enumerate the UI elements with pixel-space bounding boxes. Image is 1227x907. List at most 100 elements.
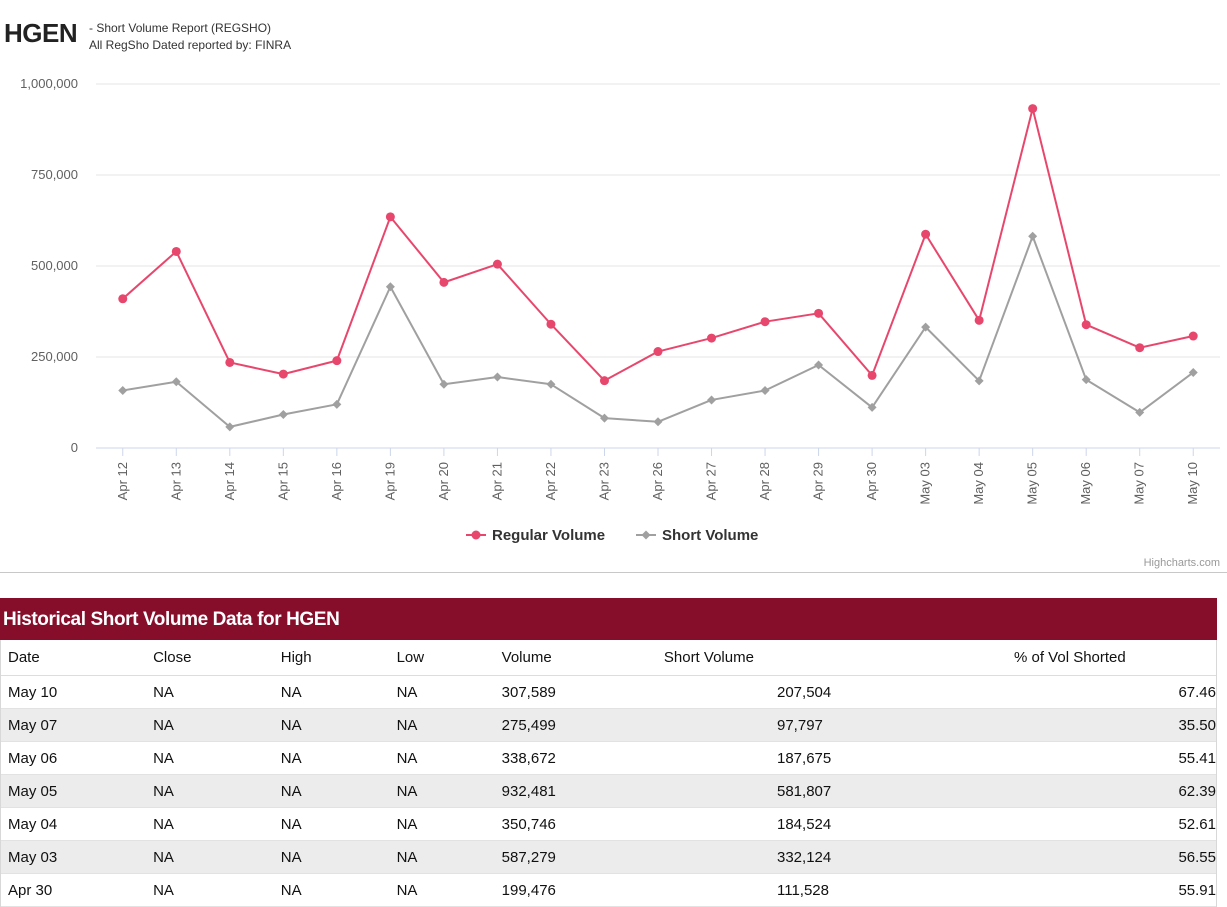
legend-item-short-volume[interactable]: Short Volume <box>636 527 758 544</box>
x-axis-labels: Apr 12 Apr 13 Apr 14 Apr 15 Apr 16 Apr 19 Apr … <box>115 448 1200 505</box>
legend-short-label: Short Volume <box>662 527 758 544</box>
x-tick-label: Apr 29 <box>811 462 826 500</box>
x-tick-label: Apr 20 <box>436 462 451 500</box>
x-tick-label: Apr 28 <box>757 462 772 500</box>
short-volume-point <box>1028 231 1038 241</box>
short-volume-point <box>118 385 128 395</box>
cell-low: NA <box>396 675 499 709</box>
short-volume-point <box>1081 375 1091 385</box>
series-line-regular-volume <box>122 107 1194 382</box>
table-row: May 03 NA NA NA 587,279 332,124 56.55 <box>1 840 1216 874</box>
y-tick-label: 750,000 <box>31 167 78 182</box>
table-row: May 06 NA NA NA 338,672 187,675 55.41 <box>1 741 1216 775</box>
regular-volume-point <box>225 357 235 367</box>
short-volume-point <box>546 379 556 389</box>
regular-volume-point <box>1135 343 1145 353</box>
y-tick-label: 0 <box>71 440 78 455</box>
cell-short-volume: 111,528 <box>663 873 916 907</box>
regular-volume-point <box>1188 331 1198 341</box>
table-row: May 10 NA NA NA 307,589 207,504 67.46 <box>1 675 1216 709</box>
grid-lines <box>96 83 1220 449</box>
x-tick-label: Apr 21 <box>489 462 504 500</box>
header-date[interactable]: Date <box>1 640 154 676</box>
short-volume-point <box>760 385 770 395</box>
cell-pct-shorted: 56.55 <box>916 840 1216 874</box>
cell-low: NA <box>396 807 499 841</box>
cell-low: NA <box>396 774 499 808</box>
ticker-symbol: HGEN <box>4 18 78 48</box>
cell-date: May 06 <box>1 741 154 775</box>
cell-short-volume-value: 187,675 <box>777 749 832 767</box>
header-close[interactable]: Close <box>153 640 281 676</box>
regular-volume-point <box>707 333 717 343</box>
header-low[interactable]: Low <box>396 640 499 676</box>
short-volume-point <box>599 413 609 423</box>
cell-date: May 05 <box>1 774 154 808</box>
short-volume-point <box>974 376 984 386</box>
header-high[interactable]: High <box>280 640 397 676</box>
cell-date: May 07 <box>1 708 154 742</box>
x-tick-label: Apr 15 <box>275 462 290 500</box>
cell-short-volume-value: 184,524 <box>777 815 832 833</box>
cell-high: NA <box>280 675 397 709</box>
cell-date: May 10 <box>1 675 154 709</box>
y-tick-label: 1,000,000 <box>20 76 78 91</box>
header-volume[interactable]: Volume <box>498 640 664 676</box>
cell-short-volume: 581,807 <box>663 774 916 808</box>
regular-volume-point <box>921 229 931 239</box>
table-row: Apr 30 NA NA NA 199,476 111,528 55.91 <box>1 873 1216 907</box>
table-header-row: Date Close High Low Volume Short Volume … <box>1 640 1216 676</box>
highcharts-credit[interactable]: Highcharts.com <box>1144 557 1220 569</box>
cell-pct-value: 35.50 <box>1178 716 1216 734</box>
short-volume-point <box>171 377 181 387</box>
regular-volume-point <box>332 356 342 366</box>
regular-volume-point <box>546 319 556 329</box>
cell-short-volume: 207,504 <box>663 675 916 709</box>
y-tick-label: 500,000 <box>31 258 78 273</box>
cell-short-volume: 187,675 <box>663 741 916 775</box>
cell-volume: 307,589 <box>498 675 664 709</box>
cell-close: NA <box>153 741 281 775</box>
short-volume-point <box>439 379 449 389</box>
x-tick-label: May 06 <box>1078 462 1093 505</box>
cell-date: Apr 30 <box>1 873 154 907</box>
cell-short-volume: 97,797 <box>663 708 916 742</box>
cell-close: NA <box>153 873 281 907</box>
cell-short-volume: 184,524 <box>663 807 916 841</box>
short-volume-point <box>814 360 824 370</box>
short-volume-point <box>225 422 235 432</box>
cell-pct-shorted: 52.61 <box>916 807 1216 841</box>
cell-pct-shorted: 55.91 <box>916 873 1216 907</box>
header-pct-shorted[interactable]: % of Vol Shorted <box>916 640 1216 676</box>
cell-high: NA <box>280 807 397 841</box>
x-tick-label: May 03 <box>918 462 933 505</box>
x-tick-label: Apr 14 <box>222 462 237 500</box>
cell-pct-shorted: 55.41 <box>916 741 1216 775</box>
regular-volume-point <box>385 212 395 222</box>
cell-close: NA <box>153 675 281 709</box>
x-tick-label: May 04 <box>971 462 986 505</box>
cell-low: NA <box>396 873 499 907</box>
regular-volume-point <box>439 277 449 287</box>
regular-volume-point <box>278 369 288 379</box>
regular-volume-point <box>974 315 984 325</box>
y-tick-label: 250,000 <box>31 349 78 364</box>
x-tick-label: Apr 12 <box>115 462 130 500</box>
short-volume-point <box>332 399 342 409</box>
short-volume-point <box>867 402 877 412</box>
historical-data-section: Historical Short Volume Data for HGEN Da… <box>0 598 1217 907</box>
cell-pct-value: 67.46 <box>1178 683 1216 701</box>
table-title: Historical Short Volume Data for HGEN <box>0 598 1217 640</box>
cell-pct-value: 62.39 <box>1178 782 1216 800</box>
header-short-volume[interactable]: Short Volume <box>663 640 916 676</box>
x-tick-label: Apr 23 <box>596 462 611 500</box>
short-volume-point <box>921 322 931 332</box>
report-subtitle: - Short Volume Report (REGSHO) All RegSh… <box>89 20 291 54</box>
cell-pct-shorted: 35.50 <box>916 708 1216 742</box>
short-volume-point <box>278 410 288 420</box>
table-row: May 05 NA NA NA 932,481 581,807 62.39 <box>1 774 1216 808</box>
legend-short-marker <box>641 530 651 540</box>
x-tick-label: May 10 <box>1185 462 1200 505</box>
legend-item-regular-volume[interactable]: Regular Volume <box>466 527 605 544</box>
cell-pct-value: 55.41 <box>1178 749 1216 767</box>
